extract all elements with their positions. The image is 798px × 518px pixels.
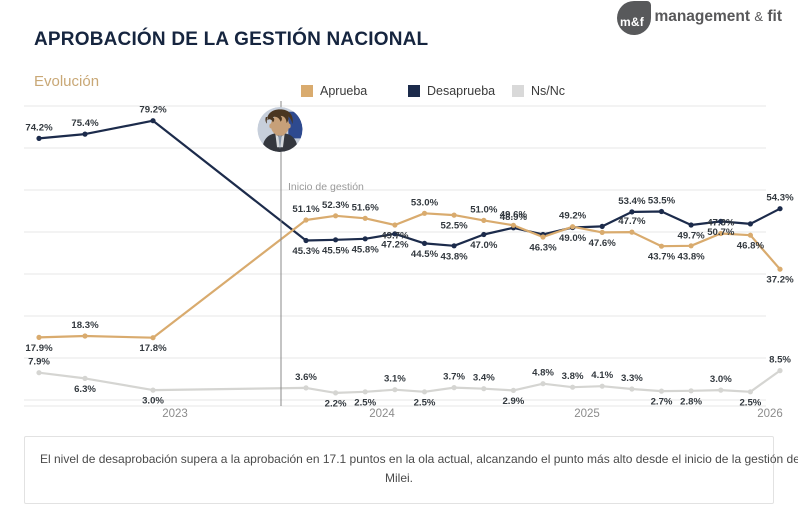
- svg-text:6.3%: 6.3%: [74, 384, 96, 395]
- svg-text:3.0%: 3.0%: [710, 374, 732, 385]
- svg-text:46.3%: 46.3%: [529, 243, 557, 254]
- svg-text:53.5%: 53.5%: [648, 196, 676, 207]
- svg-text:46.8%: 46.8%: [737, 241, 765, 252]
- svg-text:45.3%: 45.3%: [292, 246, 320, 257]
- svg-text:2.5%: 2.5%: [739, 397, 761, 408]
- svg-text:43.8%: 43.8%: [677, 251, 705, 262]
- svg-text:3.0%: 3.0%: [142, 396, 164, 407]
- svg-text:45.5%: 45.5%: [322, 245, 350, 256]
- svg-text:3.1%: 3.1%: [384, 374, 406, 385]
- svg-text:53.4%: 53.4%: [618, 196, 646, 207]
- svg-text:3.7%: 3.7%: [443, 372, 465, 383]
- svg-text:7.9%: 7.9%: [28, 357, 50, 368]
- svg-text:44.5%: 44.5%: [411, 249, 439, 260]
- svg-text:37.2%: 37.2%: [766, 275, 794, 286]
- svg-text:2.2%: 2.2%: [325, 398, 347, 409]
- svg-text:45.8%: 45.8%: [352, 244, 380, 255]
- svg-text:4.1%: 4.1%: [591, 370, 613, 381]
- svg-text:17.8%: 17.8%: [139, 343, 167, 354]
- svg-text:49.7%: 49.7%: [381, 231, 409, 242]
- svg-text:75.4%: 75.4%: [71, 118, 99, 129]
- svg-text:47.0%: 47.0%: [470, 240, 498, 251]
- svg-text:2.7%: 2.7%: [651, 397, 673, 408]
- svg-text:50.7%: 50.7%: [707, 227, 735, 238]
- svg-text:3.4%: 3.4%: [473, 373, 495, 384]
- svg-text:18.3%: 18.3%: [71, 320, 99, 331]
- svg-text:54.3%: 54.3%: [766, 193, 794, 204]
- svg-text:3.8%: 3.8%: [562, 371, 584, 382]
- svg-text:51.1%: 51.1%: [292, 204, 320, 215]
- svg-text:47.3%: 47.3%: [707, 218, 735, 229]
- svg-text:79.2%: 79.2%: [139, 105, 167, 116]
- svg-text:43.7%: 43.7%: [648, 252, 676, 263]
- svg-text:2.9%: 2.9%: [502, 396, 524, 407]
- svg-text:49.2%: 49.2%: [559, 211, 587, 222]
- svg-text:2.5%: 2.5%: [354, 397, 376, 408]
- svg-text:47.7%: 47.7%: [618, 216, 646, 227]
- svg-text:47.6%: 47.6%: [589, 238, 617, 249]
- svg-text:8.5%: 8.5%: [769, 355, 791, 366]
- svg-text:52.5%: 52.5%: [440, 221, 468, 232]
- svg-text:53.0%: 53.0%: [411, 197, 439, 208]
- svg-text:51.0%: 51.0%: [470, 204, 498, 215]
- svg-text:17.9%: 17.9%: [25, 343, 53, 354]
- svg-text:3.6%: 3.6%: [295, 372, 317, 383]
- svg-text:2.5%: 2.5%: [414, 397, 436, 408]
- svg-text:2.8%: 2.8%: [680, 396, 702, 407]
- svg-text:4.8%: 4.8%: [532, 368, 554, 379]
- svg-text:49.7%: 49.7%: [677, 231, 705, 242]
- svg-text:43.8%: 43.8%: [440, 251, 468, 262]
- svg-text:52.3%: 52.3%: [322, 200, 350, 211]
- svg-text:3.3%: 3.3%: [621, 373, 643, 384]
- svg-text:49.6%: 49.6%: [500, 209, 528, 220]
- svg-text:74.2%: 74.2%: [25, 122, 53, 133]
- svg-text:51.6%: 51.6%: [352, 202, 380, 213]
- svg-text:49.0%: 49.0%: [559, 233, 587, 244]
